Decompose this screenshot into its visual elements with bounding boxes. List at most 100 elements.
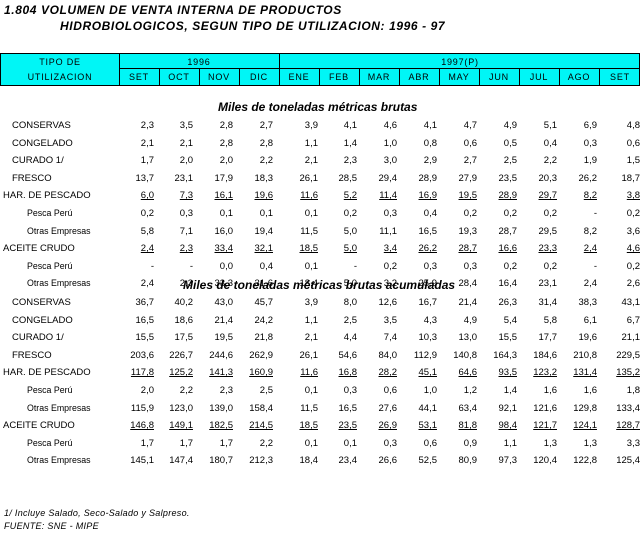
table-cell: 11,5 — [300, 402, 318, 414]
row-label: CONGELADO — [12, 314, 73, 326]
table-cell: 28,4 — [458, 278, 478, 290]
table-cell: 2,2 — [259, 437, 273, 449]
table-cell: 19,5 — [458, 190, 478, 202]
table-cell: 0,6 — [463, 137, 477, 149]
table-cell: 214,5 — [249, 420, 273, 432]
table-cell: 4,1 — [343, 120, 357, 131]
table-cell: 2,5 — [343, 314, 357, 326]
month-header: JUL — [529, 72, 549, 82]
table-cell: 5,4 — [503, 314, 517, 326]
table-cell: 112,9 — [413, 349, 437, 361]
table-cell: 1,6 — [583, 385, 597, 396]
table-cell: 11,1 — [379, 225, 397, 237]
table-cell: 15,5 — [498, 332, 518, 344]
table-cell: 2,2 — [179, 385, 193, 396]
table-cell: 0,0 — [219, 260, 233, 272]
table-cell: 5,8 — [140, 225, 154, 237]
table-cell: 18,5 — [299, 420, 319, 432]
table-cell: 21,4 — [458, 297, 478, 308]
row-label: CURADO 1/ — [12, 155, 64, 167]
table-cell: 28,7 — [498, 225, 518, 237]
table-cell: - — [150, 260, 154, 272]
table-row: ACEITE CRUDO 2,4 2,3 33,4 32,1 18,5 5,0 3,4 26,2… — [0, 241, 643, 258]
table-cell: 262,9 — [249, 349, 273, 361]
table-cell: 0,1 — [219, 208, 233, 219]
table-cell: 1,3 — [583, 437, 597, 449]
table-row: ACEITE CRUDO 146,8 149,1 182,5 214,5 18,5 23,5… — [0, 418, 643, 435]
table-cell: 139,0 — [209, 402, 233, 414]
table-cell: 84,0 — [378, 349, 398, 361]
table-cell: 27,6 — [378, 402, 398, 414]
section-title-monthly: Miles de toneladas métricas brutas — [218, 100, 418, 114]
table-cell: 38,3 — [578, 297, 598, 308]
footnote: 1/ Incluye Salado, Seco-Salado y Salpres… — [4, 508, 190, 518]
table-cell: 1,0 — [383, 137, 397, 149]
table-cell: 16,9 — [418, 190, 438, 202]
table-cell: 18,3 — [254, 172, 274, 184]
table-cell: 0,2 — [543, 260, 557, 272]
table-cell: 1,7 — [219, 437, 233, 449]
table-cell: 3,9 — [304, 297, 318, 308]
table-cell: 21,8 — [254, 332, 274, 344]
table-cell: 2,4 — [583, 278, 597, 290]
table-cell: 53,1 — [418, 420, 438, 432]
table-cell: 7,4 — [383, 332, 397, 344]
table-cell: 4,6 — [383, 120, 397, 131]
table-cell: 146,8 — [130, 420, 154, 432]
table-cell: 33,3 — [214, 278, 234, 290]
table-cell: 2,0 — [219, 155, 233, 167]
table-cell: 124,1 — [573, 420, 597, 432]
table-row: FRESCO 13,7 23,1 17,9 18,3 26,1 28,5 29,4 28,9 27… — [0, 171, 643, 188]
table-cell: 120,4 — [533, 455, 557, 467]
table-cell: 26,3 — [498, 297, 518, 308]
table-cell: 16,7 — [418, 297, 438, 308]
table-cell: 131,4 — [573, 367, 597, 379]
table-cell: 43,1 — [621, 297, 641, 308]
table-cell: 12,6 — [378, 297, 398, 308]
table-cell: 23,5 — [338, 420, 358, 432]
table-cell: 8,2 — [583, 225, 597, 237]
table-cell: 2,0 — [140, 385, 154, 396]
table-row: Otras Empresas 2,4 2,3 33,3 31,6 18,4 5,0 3,2 25… — [0, 276, 643, 293]
table-cell: 244,6 — [209, 349, 233, 361]
table-cell: 140,8 — [453, 349, 477, 361]
table-cell: 10,3 — [418, 332, 438, 344]
table-cell: 28,9 — [498, 190, 518, 202]
table-cell: 45,7 — [254, 297, 274, 308]
table-cell: 2,3 — [219, 385, 233, 396]
table-row: Pesca Perú 0,2 0,3 0,1 0,1 0,1 0,2 0,3 0,4 0,2 0,2… — [0, 206, 643, 223]
table-cell: 0,5 — [503, 137, 517, 149]
table-cell: 23,3 — [538, 243, 558, 255]
table-cell: 19,3 — [458, 225, 478, 237]
table-cell: 43,0 — [214, 297, 234, 308]
table-cell: 125,2 — [169, 367, 193, 379]
table-cell: 123,0 — [169, 402, 193, 414]
table-cell: 29,7 — [538, 190, 558, 202]
table-cell: - — [593, 260, 597, 272]
table-cell: 2,1 — [140, 137, 154, 149]
table-cell: 212,3 — [249, 455, 273, 467]
table-row: CONSERVAS 2,3 3,5 2,8 2,7 3,9 4,1 4,6 4,1 4,7 4,9 5… — [0, 118, 643, 135]
table-cell: 1,9 — [583, 155, 597, 167]
table-cell: 2,7 — [463, 155, 477, 167]
table-cell: 0,2 — [383, 260, 397, 272]
table-cell: 80,9 — [458, 455, 478, 467]
table-cell: 44,1 — [418, 402, 438, 414]
table-row: Pesca Perú 2,0 2,2 2,3 2,5 0,1 0,3 0,6 1,0 1,2 1,4… — [0, 383, 643, 400]
table-cell: 28,2 — [378, 367, 398, 379]
table-cell: 160,9 — [249, 367, 273, 379]
table-cell: 2,3 — [140, 120, 154, 131]
table-cell: 19,4 — [254, 225, 274, 237]
table-cell: 129,8 — [573, 402, 597, 414]
table-row: FRESCO 203,6 226,7 244,6 262,9 26,1 54,6 84,0 11… — [0, 348, 643, 365]
table-cell: 6,7 — [626, 314, 640, 326]
row-label: Otras Empresas — [27, 402, 91, 413]
table-cell: 1,8 — [626, 385, 640, 396]
table-cell: 6,1 — [583, 314, 597, 326]
table-cell: 27,9 — [458, 172, 478, 184]
table-cell: 92,1 — [498, 402, 518, 414]
table-cell: 210,8 — [573, 349, 597, 361]
table-cell: 16,4 — [498, 278, 518, 290]
table-title-line2: HIDROBIOLOGICOS, SEGUN TIPO DE UTILIZACI… — [60, 19, 446, 33]
row-label: Pesca Perú — [27, 385, 73, 395]
